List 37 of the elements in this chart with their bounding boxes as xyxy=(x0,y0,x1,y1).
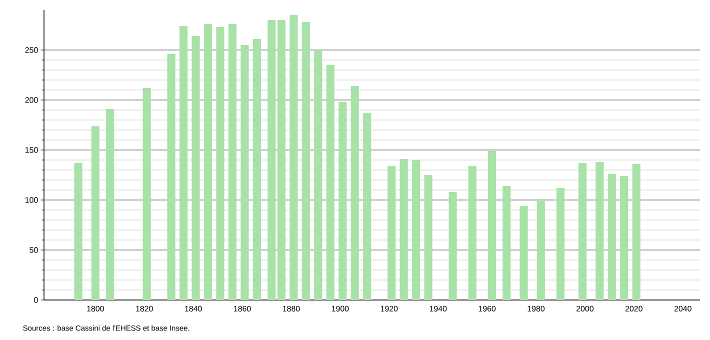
bar xyxy=(412,160,420,300)
bar xyxy=(204,24,212,300)
bar xyxy=(556,188,565,300)
bar xyxy=(448,192,457,300)
bar xyxy=(167,54,176,300)
bar xyxy=(388,166,396,300)
bar xyxy=(620,176,628,300)
bar xyxy=(228,24,237,300)
bar xyxy=(338,102,347,300)
bar xyxy=(608,174,616,300)
bar xyxy=(468,166,476,300)
bar xyxy=(106,109,114,300)
bar xyxy=(314,50,322,300)
bar xyxy=(578,163,587,300)
bar xyxy=(216,27,224,300)
bar xyxy=(424,175,432,300)
bar xyxy=(91,126,100,300)
bar xyxy=(536,200,545,300)
bar xyxy=(326,65,334,300)
bar xyxy=(74,163,82,300)
bar xyxy=(277,20,286,300)
bar xyxy=(142,88,151,300)
bar xyxy=(240,45,249,300)
bar xyxy=(290,15,298,300)
bar xyxy=(520,206,528,300)
bar xyxy=(596,162,604,300)
bar xyxy=(302,22,310,300)
bar xyxy=(488,151,496,300)
bar xyxy=(252,39,261,300)
bar xyxy=(363,113,372,300)
bar xyxy=(400,159,408,300)
bar xyxy=(268,20,276,300)
bar xyxy=(192,36,200,300)
bar xyxy=(179,26,188,300)
bar xyxy=(502,186,511,300)
bar xyxy=(350,86,359,300)
bar xyxy=(632,164,640,300)
